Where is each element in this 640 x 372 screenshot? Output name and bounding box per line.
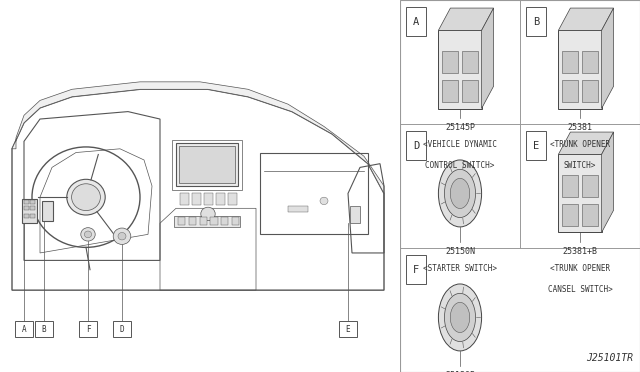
Polygon shape — [482, 8, 493, 109]
Bar — [180, 193, 189, 205]
Text: 25150N: 25150N — [445, 247, 475, 256]
Circle shape — [67, 179, 105, 215]
Text: A: A — [413, 17, 419, 27]
Circle shape — [81, 228, 95, 241]
Bar — [260, 153, 368, 234]
Text: F: F — [86, 325, 90, 334]
Bar — [442, 51, 458, 73]
Bar — [562, 175, 579, 196]
Text: <TRUNK OPENER: <TRUNK OPENER — [550, 140, 610, 149]
FancyBboxPatch shape — [113, 321, 131, 337]
Polygon shape — [558, 132, 614, 154]
Text: J25101TR: J25101TR — [586, 353, 633, 363]
Bar — [438, 31, 481, 109]
Bar — [558, 154, 602, 232]
Bar — [192, 193, 201, 205]
Polygon shape — [438, 8, 493, 31]
Bar — [178, 217, 185, 225]
Bar — [24, 214, 29, 218]
FancyBboxPatch shape — [406, 7, 426, 36]
Polygon shape — [12, 82, 384, 193]
Text: <VEHICLE DYNAMIC: <VEHICLE DYNAMIC — [423, 140, 497, 149]
Bar — [582, 80, 598, 102]
Text: D: D — [413, 141, 419, 151]
Text: F: F — [413, 265, 419, 275]
Circle shape — [438, 284, 482, 351]
Bar — [24, 206, 29, 210]
Circle shape — [201, 207, 215, 221]
Polygon shape — [558, 8, 614, 31]
Bar — [582, 51, 598, 73]
Bar — [24, 200, 29, 204]
Text: 25145P: 25145P — [445, 124, 475, 132]
Bar — [30, 214, 35, 218]
Polygon shape — [602, 8, 614, 109]
FancyBboxPatch shape — [22, 199, 37, 223]
Bar — [174, 216, 240, 227]
Bar — [200, 217, 207, 225]
Text: A: A — [22, 325, 26, 334]
Text: CONTROL SWITCH>: CONTROL SWITCH> — [426, 161, 495, 170]
Circle shape — [72, 184, 100, 211]
Circle shape — [84, 231, 92, 238]
Text: D: D — [120, 325, 124, 334]
Bar — [558, 31, 602, 109]
Text: E: E — [346, 325, 350, 334]
FancyBboxPatch shape — [15, 321, 33, 337]
Bar — [562, 80, 579, 102]
FancyBboxPatch shape — [42, 201, 53, 221]
FancyBboxPatch shape — [406, 131, 426, 160]
Text: B: B — [533, 17, 540, 27]
Bar — [232, 217, 239, 225]
Bar — [30, 200, 35, 204]
Bar — [176, 143, 238, 186]
Bar — [228, 193, 237, 205]
Text: 25130P: 25130P — [445, 371, 475, 372]
Bar — [189, 217, 196, 225]
Circle shape — [320, 197, 328, 205]
Text: SWITCH>: SWITCH> — [564, 161, 596, 170]
Text: <STARTER SWITCH>: <STARTER SWITCH> — [423, 264, 497, 273]
Bar — [461, 80, 478, 102]
FancyBboxPatch shape — [339, 321, 357, 337]
Bar — [179, 146, 235, 183]
Text: 25381: 25381 — [568, 124, 593, 132]
Circle shape — [438, 160, 482, 227]
Text: <TRUNK OPENER: <TRUNK OPENER — [550, 264, 610, 273]
Bar — [288, 206, 308, 212]
Circle shape — [444, 294, 476, 341]
Bar — [461, 51, 478, 73]
FancyBboxPatch shape — [79, 321, 97, 337]
Circle shape — [118, 232, 126, 240]
Circle shape — [113, 228, 131, 244]
Text: 25381+B: 25381+B — [563, 247, 598, 256]
Polygon shape — [602, 132, 614, 232]
FancyBboxPatch shape — [350, 206, 360, 223]
Text: CANSEL SWITCH>: CANSEL SWITCH> — [548, 285, 612, 294]
FancyBboxPatch shape — [527, 7, 546, 36]
FancyBboxPatch shape — [527, 131, 546, 160]
Bar — [204, 193, 212, 205]
Bar — [30, 206, 35, 210]
FancyBboxPatch shape — [35, 321, 53, 337]
Bar — [562, 204, 579, 226]
Bar — [211, 217, 218, 225]
Bar — [562, 51, 579, 73]
Bar — [216, 193, 225, 205]
FancyBboxPatch shape — [406, 256, 426, 285]
Bar — [442, 80, 458, 102]
Bar — [582, 204, 598, 226]
Circle shape — [451, 178, 470, 208]
Bar — [221, 217, 228, 225]
Circle shape — [444, 169, 476, 218]
Bar — [172, 140, 242, 190]
Bar — [582, 175, 598, 196]
Text: E: E — [533, 141, 540, 151]
Circle shape — [451, 302, 470, 333]
Text: B: B — [42, 325, 46, 334]
